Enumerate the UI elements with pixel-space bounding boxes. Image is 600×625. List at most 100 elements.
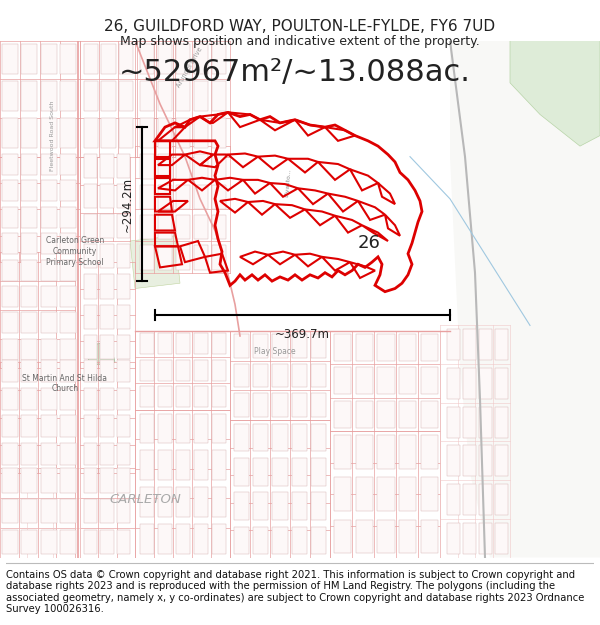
Bar [140, 386, 154, 407]
Bar [158, 488, 172, 517]
Bar [234, 394, 249, 418]
Bar [212, 451, 226, 480]
Bar [212, 154, 226, 179]
Bar [253, 364, 268, 388]
Bar [140, 44, 154, 74]
Bar [100, 184, 113, 208]
Bar [100, 529, 113, 554]
Bar [234, 492, 249, 520]
Bar [399, 519, 416, 553]
Bar [479, 329, 492, 360]
Bar [83, 244, 97, 268]
Bar [176, 246, 190, 269]
Bar [41, 339, 56, 360]
Bar [158, 524, 172, 554]
Bar [61, 499, 76, 524]
Text: 26, GUILDFORD WAY, POULTON-LE-FYLDE, FY6 7UD: 26, GUILDFORD WAY, POULTON-LE-FYLDE, FY6… [104, 19, 496, 34]
Bar [158, 451, 172, 480]
Bar [253, 394, 268, 418]
Bar [311, 364, 326, 388]
Bar [41, 181, 56, 201]
Bar [100, 360, 113, 382]
Bar [22, 181, 37, 201]
Bar [84, 118, 98, 148]
Bar [194, 215, 208, 239]
Bar [22, 468, 37, 492]
Bar [22, 233, 37, 254]
Bar [479, 484, 492, 515]
Polygon shape [85, 341, 115, 366]
Bar [41, 312, 56, 333]
Bar [176, 215, 190, 239]
Bar [421, 435, 438, 469]
Bar [117, 388, 130, 410]
Bar [22, 443, 37, 465]
Bar [212, 386, 226, 407]
Bar [377, 519, 395, 553]
Bar [117, 154, 130, 178]
Bar [176, 524, 190, 554]
Bar [272, 364, 287, 388]
Bar [22, 44, 37, 74]
Bar [176, 386, 190, 407]
Bar [140, 185, 154, 209]
Bar [446, 329, 460, 360]
Bar [496, 484, 508, 515]
Bar [212, 414, 226, 443]
Bar [292, 334, 307, 357]
Bar [272, 458, 287, 486]
Bar [194, 154, 208, 179]
Bar [334, 435, 352, 469]
Bar [292, 527, 307, 554]
Bar [41, 81, 56, 111]
Bar [101, 81, 116, 111]
Bar [421, 368, 438, 394]
Bar [272, 492, 287, 520]
Bar [100, 415, 113, 437]
Bar [194, 81, 208, 111]
Bar [212, 185, 226, 209]
Bar [140, 154, 154, 179]
Bar [194, 524, 208, 554]
Bar [311, 334, 326, 357]
Bar [22, 388, 37, 410]
Bar [234, 364, 249, 388]
Bar [84, 81, 98, 111]
Bar [83, 360, 97, 382]
Bar [140, 451, 154, 480]
Bar [463, 368, 476, 399]
Bar [61, 259, 76, 281]
Bar [117, 360, 130, 382]
Bar [22, 499, 37, 524]
Bar [22, 81, 37, 111]
Bar [101, 118, 116, 148]
Bar [158, 154, 172, 179]
Text: Contains OS data © Crown copyright and database right 2021. This information is : Contains OS data © Crown copyright and d… [6, 569, 584, 614]
Bar [253, 458, 268, 486]
Bar [356, 478, 373, 511]
Polygon shape [450, 41, 600, 558]
Bar [2, 339, 17, 360]
Bar [61, 360, 76, 382]
Bar [100, 244, 113, 268]
Bar [41, 388, 56, 410]
Bar [496, 522, 508, 554]
Bar [61, 44, 76, 74]
Bar [22, 529, 37, 554]
Bar [292, 492, 307, 520]
Bar [61, 529, 76, 554]
Bar [253, 334, 268, 357]
Bar [119, 81, 133, 111]
Bar [83, 214, 97, 238]
Bar [61, 312, 76, 333]
Bar [194, 246, 208, 269]
Bar [311, 458, 326, 486]
Bar [61, 286, 76, 307]
Bar [2, 499, 17, 524]
Bar [356, 334, 373, 361]
Bar [140, 246, 154, 269]
Bar [2, 529, 17, 554]
Bar [22, 154, 37, 175]
Bar [140, 488, 154, 517]
Bar [176, 44, 190, 74]
